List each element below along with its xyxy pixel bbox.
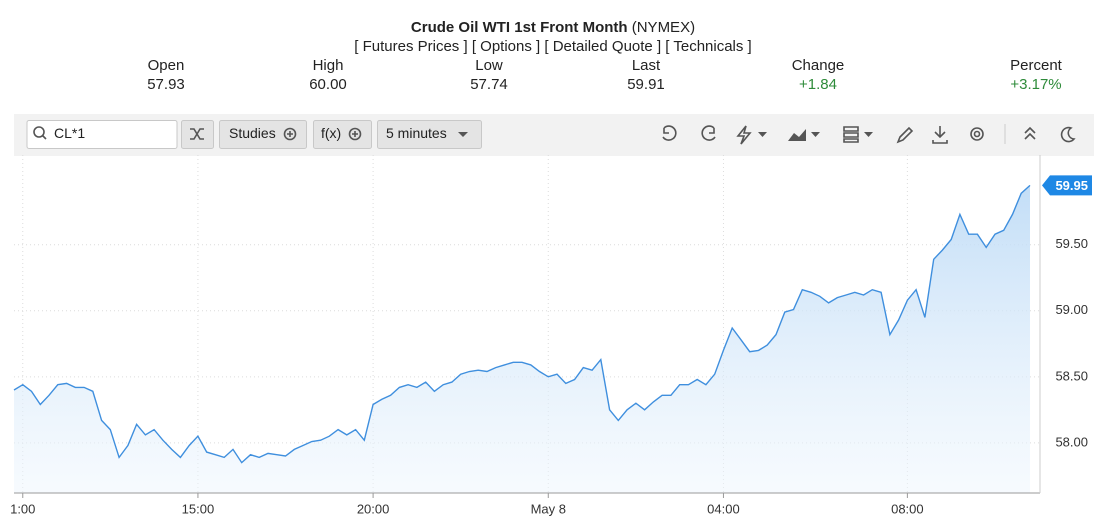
y-tick-label: 58.00	[1055, 434, 1088, 449]
function-label: f(x)	[321, 125, 341, 141]
exchange: (NYMEX)	[632, 19, 695, 36]
title: Crude Oil WTI 1st Front Month	[411, 19, 628, 36]
x-tick-label: May 8	[531, 501, 566, 516]
search-box[interactable]	[26, 120, 178, 149]
quote-value: 59.91	[627, 76, 665, 93]
pencil-icon[interactable]	[896, 126, 914, 144]
interval-button[interactable]	[377, 120, 482, 149]
quote-label: High	[313, 57, 344, 74]
y-tick-label: 59.50	[1055, 236, 1088, 251]
compare-icon	[190, 128, 204, 140]
chart: 58.00 58.50 59.00 59.50 1:00 15:00 20:00 May 8 0…	[10, 155, 1092, 516]
quote-value: 57.74	[470, 76, 508, 93]
x-tick-label: 1:00	[10, 501, 35, 516]
settings-icon[interactable]	[970, 127, 984, 141]
x-tick-label: 04:00	[707, 501, 740, 516]
price-line	[13, 184, 1031, 464]
last-value-flag	[1042, 175, 1092, 196]
quote-value: +1.84	[799, 76, 837, 93]
draw-icon[interactable]	[736, 125, 752, 145]
quote-row: Open 57.93 High 60.00 Low 57.74 Last 59.91 Chang…	[147, 57, 1062, 93]
link[interactable]: [ Futures Prices ]	[354, 38, 467, 55]
dropdown-arrow	[458, 132, 468, 137]
x-tick-label: 20:00	[357, 501, 390, 516]
x-tick-label: 15:00	[182, 501, 215, 516]
link[interactable]: [ Detailed Quote ]	[544, 38, 661, 55]
y-tick-label: 59.00	[1055, 302, 1088, 317]
dropdown-arrow	[811, 132, 820, 137]
toolbar: CL*1 Studies f(x) 5 minutes	[14, 114, 1094, 156]
studies-label: Studies	[229, 125, 276, 141]
last-value-label: 59.95	[1055, 178, 1088, 193]
symbol-input[interactable]: CL*1	[54, 125, 85, 141]
plus-icon	[352, 131, 358, 137]
plus-icon	[348, 127, 362, 141]
y-tick-label: 58.50	[1055, 368, 1088, 383]
function-button[interactable]	[313, 120, 372, 149]
quote-label: Change	[792, 57, 845, 74]
quote-label: Open	[148, 57, 185, 74]
quote-label: Percent	[1010, 57, 1063, 74]
quote-links: [ Futures Prices ] [ Options ] [ Detaile…	[354, 38, 751, 55]
quote-value: +3.17%	[1010, 76, 1061, 93]
plus-icon	[283, 127, 297, 141]
quote-label: Last	[632, 57, 661, 74]
link[interactable]: [ Options ]	[472, 38, 540, 55]
x-tick-label: 08:00	[891, 501, 924, 516]
layout-icon[interactable]	[843, 126, 859, 143]
dropdown-arrow	[864, 132, 873, 137]
collapse-icon[interactable]	[1024, 126, 1036, 140]
area-fill	[14, 185, 1030, 493]
quote-value: 57.93	[147, 76, 185, 93]
quote-value: 60.00	[309, 76, 347, 93]
plus-icon	[287, 131, 293, 137]
search-icon	[33, 126, 45, 138]
interval-label: 5 minutes	[386, 125, 447, 141]
settings-icon	[973, 130, 981, 138]
dropdown-arrow	[758, 132, 767, 137]
undo-icon[interactable]	[662, 125, 677, 141]
redo-icon[interactable]	[701, 125, 716, 141]
chart-type-icon[interactable]	[788, 129, 806, 141]
download-icon[interactable]	[932, 126, 948, 144]
studies-button[interactable]	[219, 120, 307, 149]
link[interactable]: [ Technicals ]	[665, 38, 751, 55]
search-icon	[41, 134, 47, 140]
theme-icon[interactable]	[1060, 126, 1076, 143]
quote-label: Low	[475, 57, 503, 74]
quote-title: Crude Oil WTI 1st Front Month (NYMEX)	[411, 19, 695, 36]
